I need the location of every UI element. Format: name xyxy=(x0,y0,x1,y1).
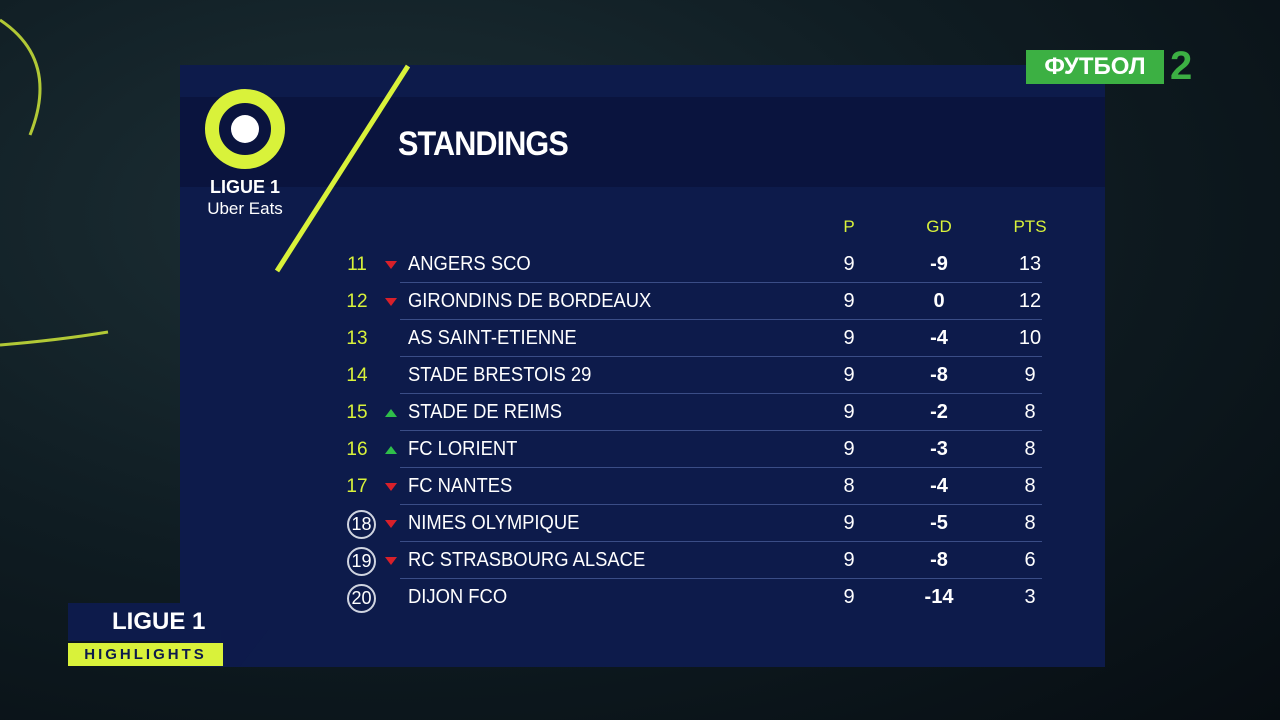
team: GIRONDINS DE BORDEAUX xyxy=(408,290,652,312)
title: STANDINGS xyxy=(398,125,569,163)
trend-arrow xyxy=(385,409,397,417)
column-header: GD xyxy=(926,217,952,236)
points: 10 xyxy=(1018,327,1042,349)
goal-difference: -14 xyxy=(924,586,954,608)
row-separator xyxy=(400,430,1042,431)
points: 13 xyxy=(1018,253,1042,275)
team: FC LORIENT xyxy=(408,438,518,460)
league-name: LIGUE 1 xyxy=(209,177,280,197)
position: 18 xyxy=(347,510,376,539)
goal-difference: -8 xyxy=(930,549,948,571)
played: 9 xyxy=(843,438,855,460)
row-separator xyxy=(400,393,1042,394)
trend-arrow xyxy=(385,446,397,454)
points: 6 xyxy=(1024,549,1036,571)
team: NIMES OLYMPIQUE xyxy=(408,512,580,534)
row-separator xyxy=(400,504,1042,505)
team: STADE DE REIMS xyxy=(408,401,563,423)
row-separator xyxy=(400,282,1042,283)
goal-difference: -4 xyxy=(930,475,948,497)
badge-label: HIGHLIGHTS xyxy=(68,643,223,666)
played: 9 xyxy=(843,401,855,423)
played: 9 xyxy=(843,549,855,571)
points: 8 xyxy=(1024,475,1036,497)
points: 8 xyxy=(1024,512,1036,534)
channel-name: ФУТБОЛ xyxy=(1026,50,1164,84)
row-separator xyxy=(400,578,1042,579)
position: 20 xyxy=(347,584,376,613)
column-header: P xyxy=(843,217,855,236)
position: 19 xyxy=(347,547,376,576)
team: DIJON FCO xyxy=(408,586,508,608)
played: 9 xyxy=(843,290,855,312)
row-separator xyxy=(400,319,1042,320)
position: 12 xyxy=(346,291,368,312)
played: 9 xyxy=(843,253,855,275)
header-band xyxy=(180,97,1105,187)
goal-difference: -5 xyxy=(930,512,948,534)
played: 8 xyxy=(843,475,855,497)
row-separator xyxy=(400,467,1042,468)
goal-difference: -2 xyxy=(930,401,948,423)
position: 15 xyxy=(346,402,368,423)
played: 9 xyxy=(843,512,855,534)
played: 9 xyxy=(843,586,855,608)
trend-arrow xyxy=(385,520,397,528)
badge-league: LIGUE 1 xyxy=(68,603,221,641)
team: RC STRASBOURG ALSACE xyxy=(408,549,646,571)
position: 11 xyxy=(347,254,367,275)
position: 16 xyxy=(346,439,368,460)
goal-difference: -9 xyxy=(930,253,948,275)
goal-difference: 0 xyxy=(933,290,945,312)
row-separator xyxy=(400,541,1042,542)
points: 9 xyxy=(1024,364,1036,386)
sponsor: Uber Eats xyxy=(207,199,283,218)
goal-difference: -4 xyxy=(930,327,948,349)
trend-arrow xyxy=(385,261,397,269)
row-separator xyxy=(400,356,1042,357)
column-header: PTS xyxy=(1013,217,1047,236)
team: FC NANTES xyxy=(408,475,513,497)
points: 3 xyxy=(1024,586,1036,608)
team: ANGERS SCO xyxy=(408,253,531,275)
trend-arrow xyxy=(385,298,397,306)
trend-arrow xyxy=(385,483,397,491)
points: 8 xyxy=(1024,401,1036,423)
points: 8 xyxy=(1024,438,1036,460)
points: 12 xyxy=(1018,290,1042,312)
team: STADE BRESTOIS 29 xyxy=(408,364,592,386)
goal-difference: -8 xyxy=(930,364,948,386)
team: AS SAINT-ETIENNE xyxy=(408,327,577,349)
played: 9 xyxy=(843,327,855,349)
position: 14 xyxy=(346,365,368,386)
position: 17 xyxy=(346,476,368,497)
played: 9 xyxy=(843,364,855,386)
goal-difference: -3 xyxy=(930,438,948,460)
trend-arrow xyxy=(385,557,397,565)
position: 13 xyxy=(346,328,368,349)
channel-number: 2 xyxy=(1170,44,1193,88)
